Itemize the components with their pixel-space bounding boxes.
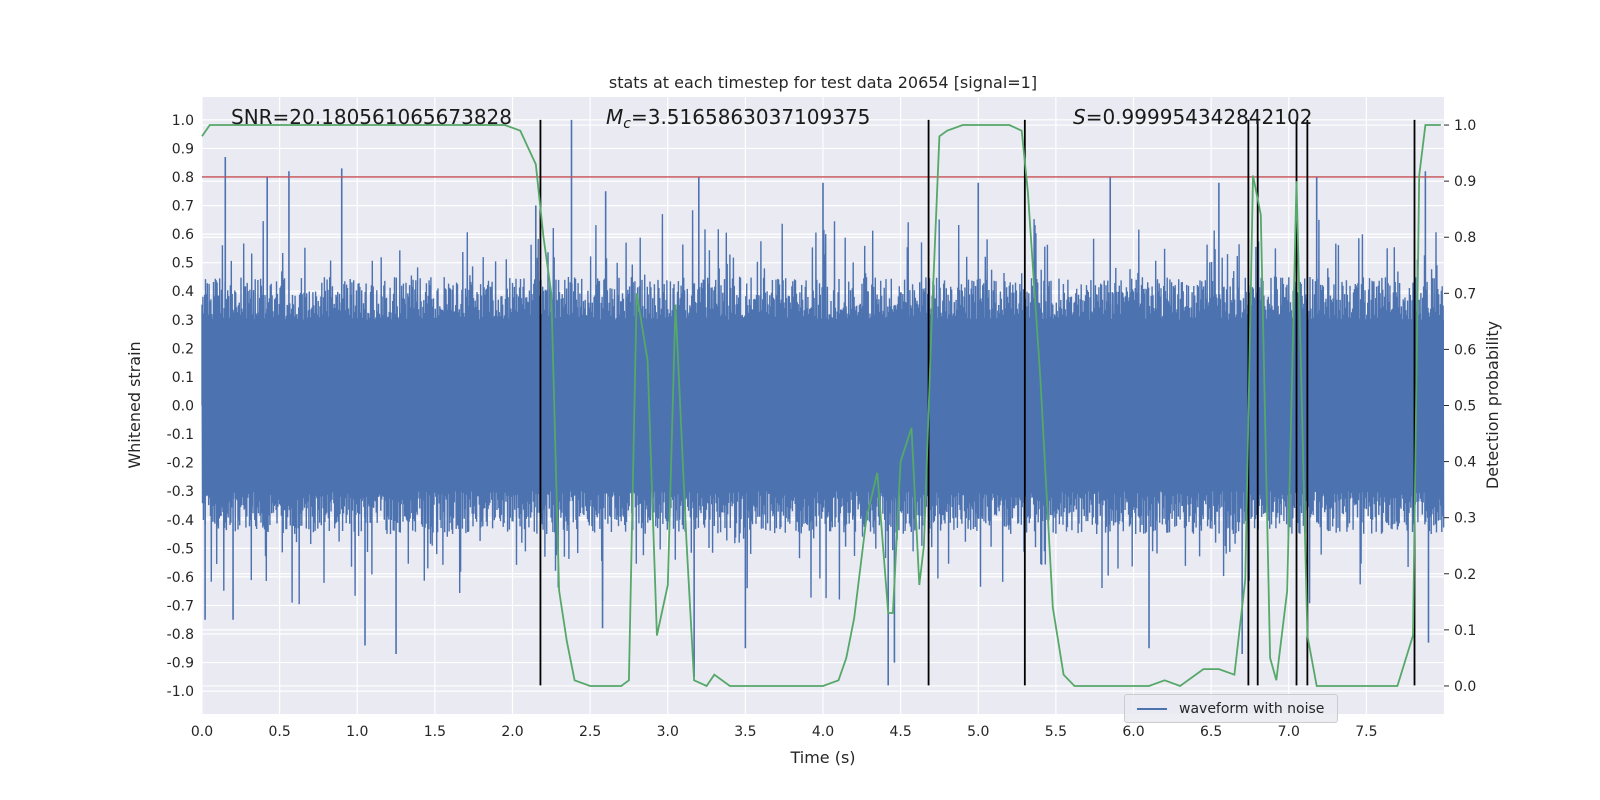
y-tick-label: -0.7 bbox=[167, 598, 194, 614]
x-tick-label: 2.5 bbox=[579, 724, 601, 740]
y-tick-label: 1.0 bbox=[172, 113, 194, 129]
x-tick-label: 0.5 bbox=[268, 724, 290, 740]
y-tick-labels: 1.0 0.9 0.8 0.7 0.6 0.5 0.4 0.3 0.2 0.1 0.0 -0.1 -0.… bbox=[167, 113, 194, 700]
y-tick-label: -1.0 bbox=[167, 684, 194, 700]
y-tick-label: -0.1 bbox=[167, 427, 194, 443]
x-tick-label: 6.5 bbox=[1200, 724, 1222, 740]
y2-axis-label: Detection probability bbox=[1483, 321, 1502, 489]
y-tick-label: -0.5 bbox=[167, 541, 194, 557]
y2-tick-label: 1.0 bbox=[1454, 118, 1476, 134]
x-tick-label: 6.0 bbox=[1122, 724, 1144, 740]
legend-swatch bbox=[1137, 707, 1167, 710]
chirp-mass-annotation: Mc=3.5165863037109375 bbox=[606, 105, 870, 132]
mc-symbol: M bbox=[606, 105, 623, 129]
snr-annotation: SNR=20.180561065673828 bbox=[231, 105, 512, 129]
x-tick-label: 3.5 bbox=[734, 724, 756, 740]
y-tick-label: -0.4 bbox=[167, 513, 194, 529]
y2-tick-label: 0.5 bbox=[1454, 399, 1476, 415]
y-tick-label: 0.0 bbox=[172, 399, 194, 415]
x-tick-label: 7.0 bbox=[1278, 724, 1300, 740]
y-tick-label: -0.8 bbox=[167, 627, 194, 643]
x-tick-label: 5.5 bbox=[1045, 724, 1067, 740]
y-tick-label: 0.3 bbox=[172, 313, 194, 329]
x-tick-label: 4.5 bbox=[889, 724, 911, 740]
y-tick-label: -0.6 bbox=[167, 570, 194, 586]
y2-tick-label: 0.1 bbox=[1454, 623, 1476, 639]
y2-tick-label: 0.7 bbox=[1454, 286, 1476, 302]
detection-probability-line bbox=[201, 124, 1441, 688]
y-tick-label: 0.6 bbox=[172, 227, 194, 243]
x-tick-label: 7.5 bbox=[1355, 724, 1377, 740]
y-axis-label: Whitened strain bbox=[125, 341, 144, 468]
x-tick-labels: 0.0 0.5 1.0 1.5 2.0 2.5 3.0 3.5 4.0 4.5 5.0 5.5 6.0 6… bbox=[191, 724, 1378, 740]
mc-value: =3.5165863037109375 bbox=[631, 105, 870, 129]
s-symbol: S bbox=[1073, 105, 1086, 129]
y-tick-label: 0.1 bbox=[172, 370, 194, 386]
y-tick-label: 0.4 bbox=[172, 284, 194, 300]
y-tick-label: 0.9 bbox=[172, 141, 194, 157]
y-tick-label: -0.9 bbox=[167, 656, 194, 672]
y2-tick-label: 0.8 bbox=[1454, 230, 1476, 246]
y-tick-label: 0.5 bbox=[172, 256, 194, 272]
y2-tick-labels: 1.0 0.9 0.8 0.7 0.6 0.5 0.4 0.3 0.2 0.1 0.0 bbox=[1444, 118, 1476, 695]
x-tick-label: 1.5 bbox=[424, 724, 446, 740]
y2-tick-label: 0.6 bbox=[1454, 342, 1476, 358]
y-tick-label: 0.8 bbox=[172, 170, 194, 186]
x-tick-label: 2.0 bbox=[501, 724, 523, 740]
y2-tick-label: 0.0 bbox=[1454, 679, 1476, 695]
legend: waveform with noise bbox=[1124, 694, 1338, 723]
y-tick-label: 0.7 bbox=[172, 199, 194, 215]
y-tick-label: 0.2 bbox=[172, 341, 194, 357]
legend-label: waveform with noise bbox=[1179, 700, 1325, 717]
x-tick-label: 1.0 bbox=[346, 724, 368, 740]
detection-series bbox=[201, 124, 1441, 688]
s-annotation: S=0.999954342842102 bbox=[1073, 105, 1312, 129]
s-value: =0.999954342842102 bbox=[1086, 105, 1313, 129]
y-tick-label: -0.2 bbox=[167, 456, 194, 472]
x-tick-label: 3.0 bbox=[657, 724, 679, 740]
y-tick-label: -0.3 bbox=[167, 484, 194, 500]
x-tick-label: 4.0 bbox=[812, 724, 834, 740]
waveform-series bbox=[201, 119, 1445, 686]
y2-tick-label: 0.3 bbox=[1454, 511, 1476, 527]
mc-subscript: c bbox=[623, 116, 631, 132]
y2-tick-label: 0.4 bbox=[1454, 455, 1476, 471]
x-tick-label: 0.0 bbox=[191, 724, 213, 740]
chart-title: stats at each timestep for test data 206… bbox=[609, 73, 1037, 92]
y2-tick-label: 0.9 bbox=[1454, 174, 1476, 190]
y2-tick-label: 0.2 bbox=[1454, 567, 1476, 583]
x-tick-label: 5.0 bbox=[967, 724, 989, 740]
x-axis-label: Time (s) bbox=[789, 748, 855, 767]
